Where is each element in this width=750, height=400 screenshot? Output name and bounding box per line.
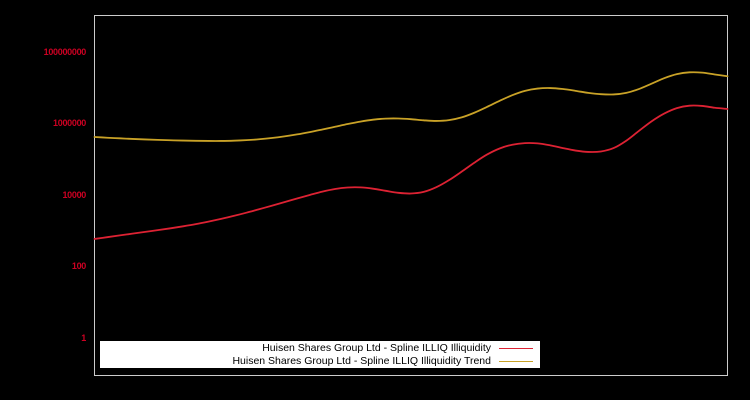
series-main-line <box>93 104 729 240</box>
legend-swatch-main <box>499 347 533 349</box>
y-axis-tick-10000: 10000 <box>62 190 86 200</box>
y-axis-tick-100: 100 <box>71 261 86 271</box>
legend-label-main: Huisen Shares Group Ltd - Spline ILLIQ I… <box>262 341 491 354</box>
legend-swatch-trend <box>499 360 533 362</box>
series-trend-line <box>93 71 729 142</box>
y-axis-tick-1: 1 <box>81 333 86 343</box>
y-axis-tick-1000000: 1000000 <box>53 118 86 128</box>
y-axis-tick-100000000: 100000000 <box>43 47 87 57</box>
legend-item-main[interactable]: Huisen Shares Group Ltd - Spline ILLIQ I… <box>101 342 539 355</box>
plot-frame <box>94 15 728 376</box>
legend-item-trend[interactable]: Huisen Shares Group Ltd - Spline ILLIQ I… <box>101 355 539 368</box>
legend: Huisen Shares Group Ltd - Spline ILLIQ I… <box>100 341 540 368</box>
legend-label-trend: Huisen Shares Group Ltd - Spline ILLIQ I… <box>232 354 491 367</box>
